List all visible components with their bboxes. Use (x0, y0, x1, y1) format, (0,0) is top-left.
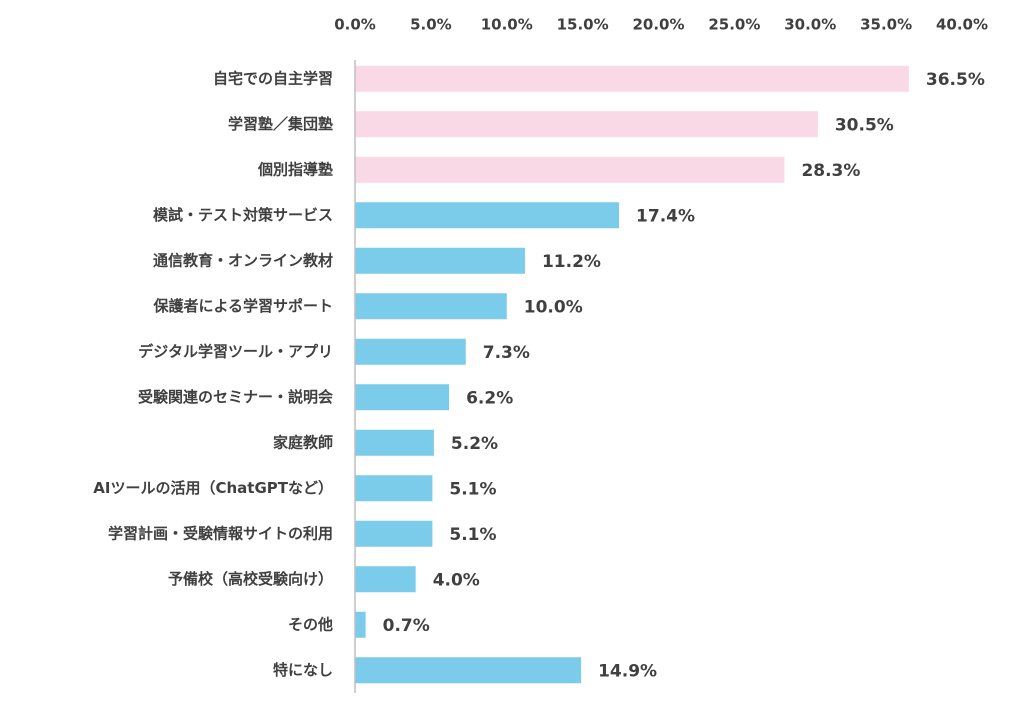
value-label: 4.0% (433, 570, 480, 590)
value-label: 5.1% (449, 525, 496, 545)
value-label: 30.5% (835, 115, 894, 135)
category-label: デジタル学習ツール・アプリ (138, 342, 333, 360)
category-label: 通信教育・オンライン教材 (153, 251, 333, 269)
value-label: 28.3% (801, 161, 860, 181)
bar (355, 338, 466, 365)
bar (355, 202, 620, 229)
category-label: 自宅での自主学習 (213, 69, 333, 87)
value-label: 7.3% (483, 343, 530, 363)
bar (355, 384, 450, 411)
value-label: 6.2% (466, 388, 513, 408)
category-label: 受験関連のセミナー・説明会 (138, 388, 333, 406)
category-label: 学習計画・受験情報サイトの利用 (108, 524, 333, 542)
x-tick-label: 20.0% (632, 16, 684, 34)
x-tick-label: 0.0% (334, 16, 376, 34)
value-label: 17.4% (636, 206, 695, 226)
bar (355, 111, 818, 138)
x-tick-label: 10.0% (481, 16, 533, 34)
category-label: 保護者による学習サポート (152, 297, 333, 315)
category-label: 模試・テスト対策サービス (153, 206, 333, 224)
category-label: その他 (288, 615, 333, 633)
bar (355, 566, 416, 593)
bar (355, 156, 785, 183)
category-label: 特になし (273, 661, 333, 679)
value-label: 5.1% (449, 479, 496, 499)
value-label: 14.9% (598, 661, 657, 681)
category-label: 学習塾／集団塾 (228, 115, 333, 133)
value-label: 10.0% (524, 297, 583, 317)
bar (355, 657, 582, 684)
x-tick-label: 40.0% (936, 16, 988, 34)
value-label: 11.2% (542, 252, 601, 272)
category-label: 家庭教師 (273, 433, 333, 451)
x-tick-label: 35.0% (860, 16, 912, 34)
x-tick-label: 15.0% (557, 16, 609, 34)
value-label: 5.2% (451, 434, 498, 454)
bar (355, 475, 433, 502)
x-tick-label: 5.0% (410, 16, 452, 34)
bar (355, 247, 525, 274)
category-label: AIツールの活用（ChatGPTなど） (93, 479, 333, 497)
bar (355, 429, 434, 456)
value-label: 36.5% (926, 70, 985, 90)
bar (355, 293, 507, 320)
category-label: 予備校（高校受験向け） (168, 570, 333, 588)
bar (355, 520, 433, 547)
x-tick-label: 30.0% (784, 16, 836, 34)
x-tick-label: 25.0% (708, 16, 760, 34)
category-label: 個別指導塾 (257, 160, 333, 178)
value-label: 0.7% (383, 616, 430, 636)
bar (355, 65, 909, 92)
bar (355, 611, 366, 638)
